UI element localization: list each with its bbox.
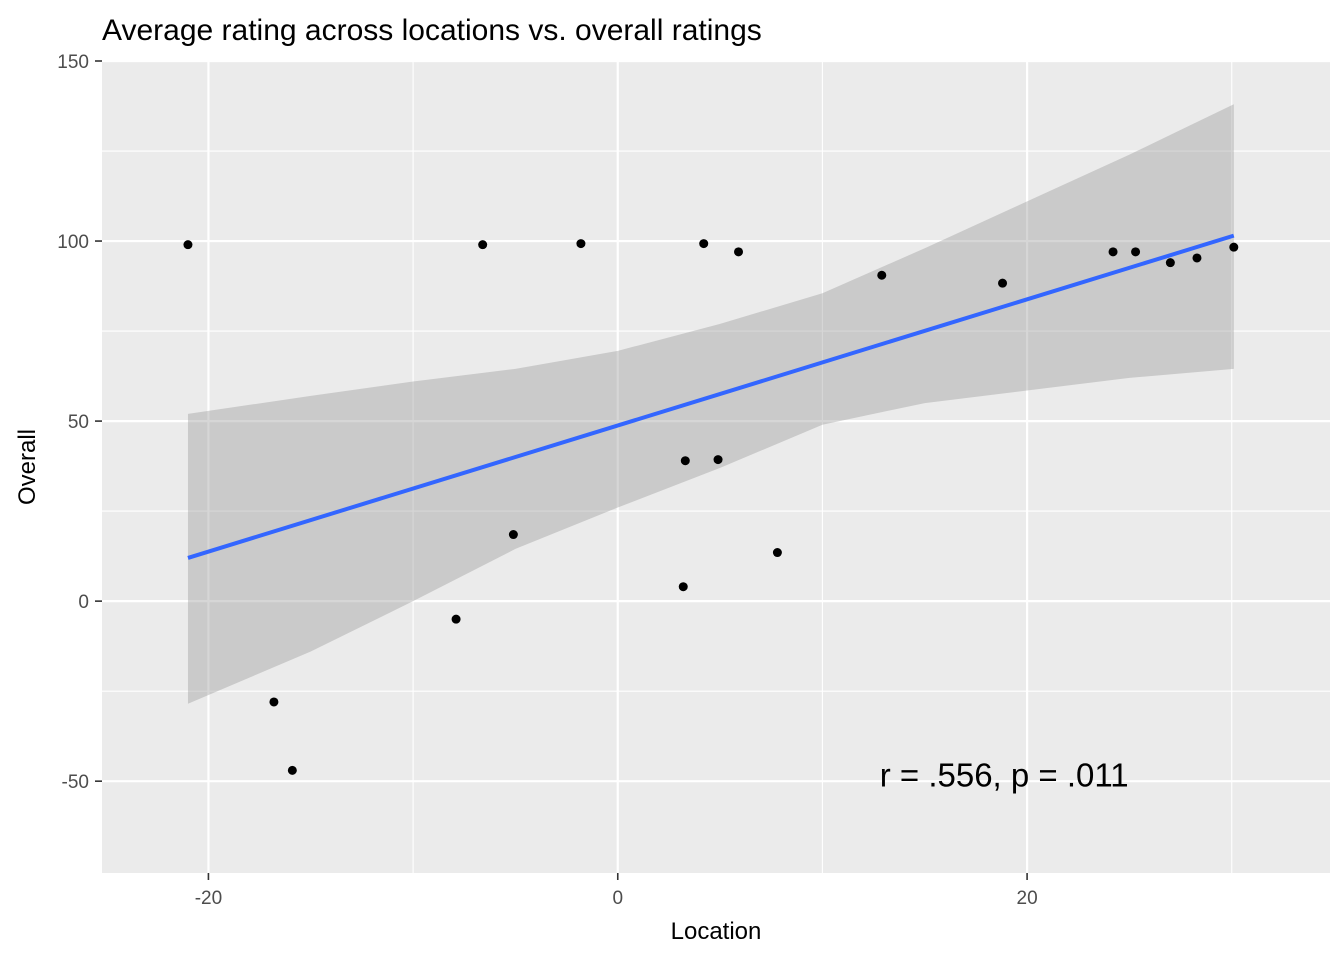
data-point <box>699 239 709 249</box>
data-point <box>1131 247 1141 257</box>
y-tick-label: 150 <box>57 52 89 73</box>
data-point <box>678 582 688 592</box>
major-gridlines <box>102 59 1330 873</box>
x-tick-label: -20 <box>195 888 222 909</box>
data-point <box>183 240 193 250</box>
correlation-annotation: r = .556, p = .011 <box>880 757 1129 794</box>
data-point <box>287 765 297 775</box>
data-point <box>680 456 690 466</box>
points-layer <box>183 239 1239 775</box>
plot-panel <box>102 61 1330 873</box>
y-tick-label: -50 <box>62 772 89 793</box>
y-tick-label: 0 <box>78 592 89 613</box>
confidence-band <box>187 104 1234 704</box>
data-point <box>508 530 518 540</box>
data-point <box>1229 242 1239 252</box>
annotation-layer: r = .556, p = .011 <box>880 757 1129 794</box>
data-point <box>998 278 1008 288</box>
data-point <box>1192 253 1202 263</box>
x-tick-label: 20 <box>1017 888 1038 909</box>
data-point <box>1108 247 1118 257</box>
data-point <box>772 548 782 558</box>
y-axis: 150 100 50 0 -50 <box>57 52 102 793</box>
chart-title: Average rating across locations vs. over… <box>102 14 762 47</box>
confidence-band-layer <box>187 104 1234 704</box>
data-point <box>269 697 279 707</box>
y-tick-label: 100 <box>57 232 89 253</box>
data-point <box>576 239 586 249</box>
y-tick-label: 50 <box>68 412 89 433</box>
data-point <box>478 240 488 250</box>
data-point <box>877 270 887 280</box>
data-point <box>734 247 744 257</box>
x-axis: -20 0 20 <box>195 873 1038 909</box>
data-point <box>1165 258 1175 268</box>
x-axis-title: Location <box>671 918 762 945</box>
y-axis-title: Overall <box>14 429 41 505</box>
data-point <box>451 614 461 624</box>
fit-line-layer <box>187 233 1235 560</box>
data-point <box>713 455 723 465</box>
regression-line <box>187 233 1235 560</box>
minor-gridlines <box>102 61 1330 873</box>
x-tick-label: 0 <box>612 888 623 909</box>
